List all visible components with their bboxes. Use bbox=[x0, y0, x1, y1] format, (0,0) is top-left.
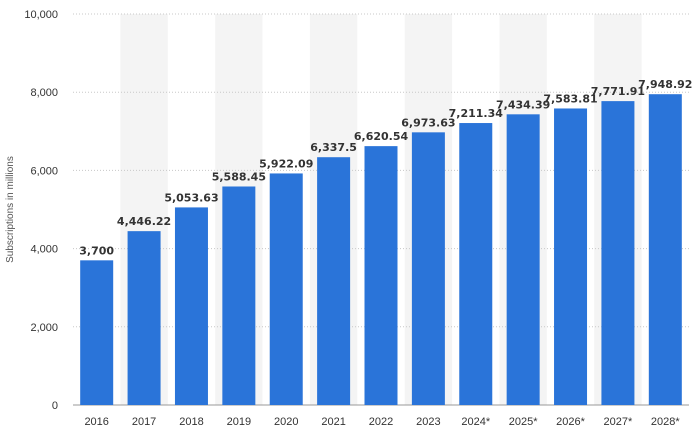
y-tick-label: 4,000 bbox=[30, 244, 58, 256]
x-tick-label: 2021 bbox=[321, 416, 345, 428]
x-axis-ticks: 2016 2017 2018 2019 2020 2021 2022 2023 2024* 202… bbox=[84, 416, 680, 428]
x-tick-label: 2017 bbox=[132, 416, 156, 428]
x-tick-label: 2016 bbox=[84, 416, 108, 428]
y-tick-label: 8,000 bbox=[30, 87, 58, 99]
x-tick-label: 2023 bbox=[416, 416, 440, 428]
data-label: 7,211.34 bbox=[449, 107, 504, 120]
data-label: 5,053.63 bbox=[164, 191, 218, 204]
data-label: 3,700 bbox=[79, 244, 114, 257]
x-tick-label: 2018 bbox=[179, 416, 203, 428]
data-label: 4,446.22 bbox=[117, 215, 171, 228]
y-tick-label: 0 bbox=[52, 400, 58, 412]
bar[interactable] bbox=[411, 132, 445, 406]
data-label: 7,771.91 bbox=[591, 85, 645, 98]
x-tick-label: 2020 bbox=[274, 416, 298, 428]
data-label: 6,620.54 bbox=[354, 130, 409, 143]
x-tick-label: 2025* bbox=[509, 416, 538, 428]
bar[interactable] bbox=[506, 114, 540, 405]
x-tick-label: 2024* bbox=[461, 416, 490, 428]
y-tick-label: 6,000 bbox=[30, 165, 58, 177]
x-tick-label: 2027* bbox=[604, 416, 633, 428]
bar[interactable] bbox=[269, 173, 303, 405]
x-tick-label: 2022 bbox=[369, 416, 393, 428]
y-tick-label: 2,000 bbox=[30, 322, 58, 334]
x-tick-label: 2026* bbox=[556, 416, 585, 428]
data-label: 7,583.81 bbox=[543, 92, 597, 105]
data-label: 5,588.45 bbox=[212, 170, 266, 183]
data-label: 6,973.63 bbox=[401, 116, 455, 129]
data-label: 7,434.39 bbox=[496, 98, 550, 111]
data-labels: 3,700 4,446.22 5,053.63 5,588.455,922.09 6,3… bbox=[79, 78, 692, 257]
bar[interactable] bbox=[222, 186, 256, 405]
y-axis-label: Subscriptions in millions bbox=[5, 156, 16, 263]
bar[interactable] bbox=[174, 207, 208, 405]
data-label: 7,948.92 bbox=[638, 78, 692, 91]
bars bbox=[80, 94, 682, 406]
bar[interactable] bbox=[601, 101, 635, 405]
bar[interactable] bbox=[80, 260, 114, 405]
data-label: 6,337.5 bbox=[310, 141, 357, 154]
x-tick-label: 2028* bbox=[651, 416, 680, 428]
bar[interactable] bbox=[364, 146, 398, 405]
bar[interactable] bbox=[317, 157, 351, 405]
x-tick-label: 2019 bbox=[227, 416, 251, 428]
bar[interactable] bbox=[648, 94, 682, 405]
y-axis-ticks: 0 2,000 4,000 6,000 8,000 10,000 bbox=[24, 9, 58, 412]
bar[interactable] bbox=[459, 123, 493, 405]
y-tick-label: 10,000 bbox=[24, 9, 58, 21]
bar[interactable] bbox=[554, 108, 588, 406]
data-label: 5,922.09 bbox=[259, 157, 313, 170]
bar[interactable] bbox=[127, 231, 161, 405]
